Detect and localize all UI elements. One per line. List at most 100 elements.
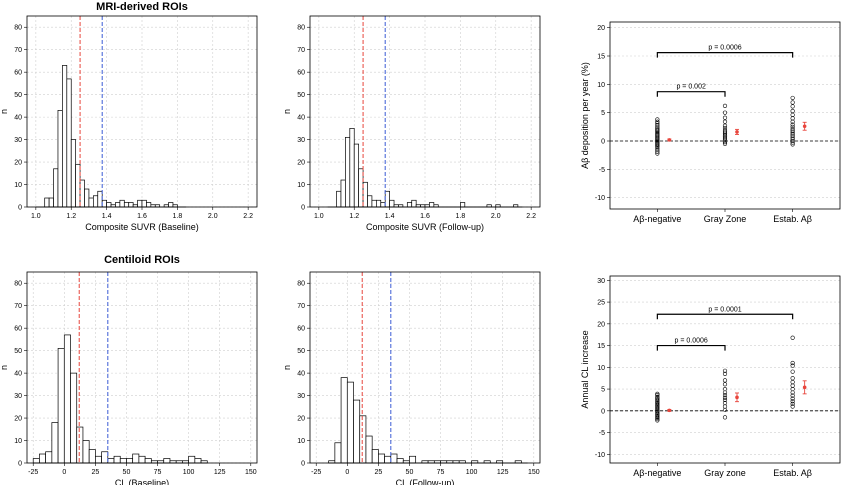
category-label: Aβ-negative	[633, 214, 681, 224]
histogram-bar	[336, 190, 342, 208]
histogram-cl-baseline: -25 0 25 50 75 100 125 150 CL (Baseline) 0 10 20 30 4…	[0, 271, 258, 485]
x-tick-label: 1.8	[173, 213, 183, 220]
x-tick-label: 2.0	[491, 213, 501, 220]
y-tick-label: 0	[301, 461, 305, 468]
y-tick-label: 5	[601, 387, 605, 394]
histogram-bar	[45, 451, 53, 464]
y-tick-label: 70	[14, 303, 22, 310]
x-axis-label: CL (Follow-up)	[396, 478, 455, 485]
data-point	[655, 394, 660, 399]
histogram-suvr-followup: 1.0 1.2 1.4 1.6 1.8 2.0 2.2 Composite SUVR (Fol…	[282, 15, 541, 232]
y-tick-label: 0	[301, 205, 305, 212]
histogram-bar	[460, 202, 466, 208]
y-tick-label: 0	[18, 461, 22, 468]
histogram-bar	[362, 181, 368, 208]
data-point	[790, 128, 795, 133]
histogram-bar	[126, 458, 134, 464]
histogram-bar	[409, 455, 417, 464]
data-point	[790, 396, 795, 401]
category-label: Estab. Aβ	[773, 214, 812, 224]
histogram-bar	[107, 458, 115, 464]
x-tick-label: 0	[62, 469, 66, 476]
y-axis-label: n	[0, 365, 9, 370]
data-point	[655, 397, 660, 402]
histogram-bar	[97, 190, 103, 208]
histogram-bar	[75, 163, 81, 208]
mean-point	[735, 395, 739, 400]
histogram-bar	[119, 458, 127, 464]
data-point	[655, 414, 660, 419]
data-point	[790, 376, 795, 381]
histogram-bar	[389, 199, 395, 208]
y-tick-label: 40	[297, 371, 305, 378]
data-point	[722, 134, 728, 139]
x-tick-label: 1.4	[385, 213, 395, 220]
data-point	[722, 103, 728, 108]
x-tick-label: 50	[406, 469, 414, 476]
data-point	[655, 406, 660, 411]
histogram-bar	[411, 199, 417, 208]
y-tick-label: 40	[14, 371, 22, 378]
section-title-centiloid: Centiloid ROIs	[104, 254, 180, 266]
mean-point	[667, 138, 672, 142]
y-tick-label: 60	[297, 326, 305, 333]
p-value-label: p = 0.0001	[708, 306, 741, 313]
data-point	[790, 112, 795, 118]
histogram-bar	[340, 179, 346, 208]
histogram-bar	[101, 451, 109, 464]
x-tick-label: 1.8	[456, 213, 466, 220]
plot-frame	[609, 275, 841, 464]
data-point	[790, 116, 795, 121]
data-point	[655, 409, 660, 414]
data-point	[655, 410, 660, 415]
x-tick-label: -25	[311, 469, 321, 476]
histogram-bar	[365, 435, 373, 464]
plot-frame	[309, 271, 541, 464]
data-point	[790, 108, 795, 114]
histogram-bar	[128, 202, 134, 208]
histogram-bar	[132, 453, 140, 464]
y-tick-label: 60	[297, 70, 305, 77]
y-axis-label: n	[282, 365, 292, 370]
data-point	[655, 391, 660, 396]
histogram-bar	[70, 139, 77, 208]
histogram-bar	[66, 78, 72, 208]
histogram-bar	[51, 422, 59, 464]
x-tick-label: 75	[437, 469, 445, 476]
y-tick-label: 30	[597, 278, 605, 285]
significance-bracket	[656, 52, 794, 58]
x-tick-label: 25	[374, 469, 382, 476]
y-tick-label: 80	[297, 25, 305, 32]
histogram-bar	[168, 202, 174, 208]
y-tick-label: -5	[599, 430, 605, 437]
x-tick-label: 125	[497, 469, 509, 476]
histogram-bar	[84, 188, 90, 208]
data-point	[655, 396, 660, 401]
histogram-bar	[380, 202, 386, 208]
histogram-cl-followup: -25 0 25 50 75 100 125 150 CL (Follow-up) 0 10 20 30…	[282, 271, 541, 485]
y-tick-label: 0	[18, 205, 22, 212]
section-title-mri: MRI-derived ROIs	[96, 1, 188, 13]
histogram-bar	[106, 202, 112, 208]
data-point	[722, 390, 728, 395]
data-point	[722, 386, 728, 392]
y-tick-label: 20	[297, 416, 305, 423]
p-value-label: p = 0.002	[676, 84, 705, 91]
data-point	[722, 119, 728, 124]
histogram-bar	[375, 199, 382, 208]
category-label: Aβ-negative	[633, 468, 681, 478]
mean-point	[802, 385, 807, 390]
y-axis-label: n	[0, 109, 9, 114]
y-tick-label: 5	[601, 110, 605, 117]
x-tick-label: 150	[245, 469, 257, 476]
data-point	[790, 380, 795, 385]
x-tick-label: 2.2	[243, 213, 253, 220]
histogram-bar	[384, 455, 392, 464]
histogram-bar	[371, 449, 379, 464]
x-tick-label: 1.2	[349, 213, 359, 220]
y-tick-label: 50	[297, 348, 305, 355]
data-point	[790, 127, 795, 132]
histogram-bar	[378, 453, 385, 464]
y-tick-label: 70	[14, 47, 22, 54]
y-tick-label: 40	[297, 115, 305, 122]
